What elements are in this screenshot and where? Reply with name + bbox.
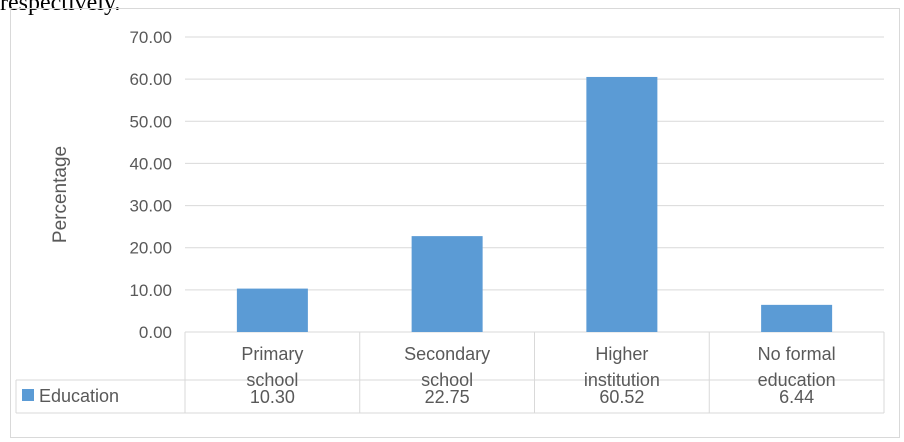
category-label: Primary (241, 344, 303, 364)
category-label: education (758, 370, 836, 390)
y-tick-label: 70.00 (129, 28, 172, 47)
y-tick-label: 0.00 (139, 323, 172, 342)
y-tick-label: 30.00 (129, 197, 172, 216)
category-label: institution (584, 370, 660, 390)
data-table-value: 10.30 (250, 387, 295, 407)
y-tick-label: 20.00 (129, 239, 172, 258)
y-tick-label: 60.00 (129, 70, 172, 89)
y-tick-label: 40.00 (129, 154, 172, 173)
chart-frame (10, 8, 900, 438)
bar (761, 304, 833, 332)
legend-label: Education (39, 386, 119, 406)
category-label: Higher (595, 344, 648, 364)
y-axis-title: Percentage (50, 146, 71, 243)
category-label: Secondary (404, 344, 490, 364)
y-tick-label: 50.00 (129, 112, 172, 131)
y-tick-label: 10.00 (129, 281, 172, 300)
category-label: school (421, 370, 473, 390)
category-label: school (246, 370, 298, 390)
data-table-value: 6.44 (779, 387, 814, 407)
bar (586, 76, 658, 332)
bar (236, 288, 308, 332)
data-table-value: 22.75 (425, 387, 470, 407)
bar (411, 236, 483, 332)
legend-swatch (22, 389, 34, 401)
data-table-value: 60.52 (599, 387, 644, 407)
category-label: No formal (758, 344, 836, 364)
